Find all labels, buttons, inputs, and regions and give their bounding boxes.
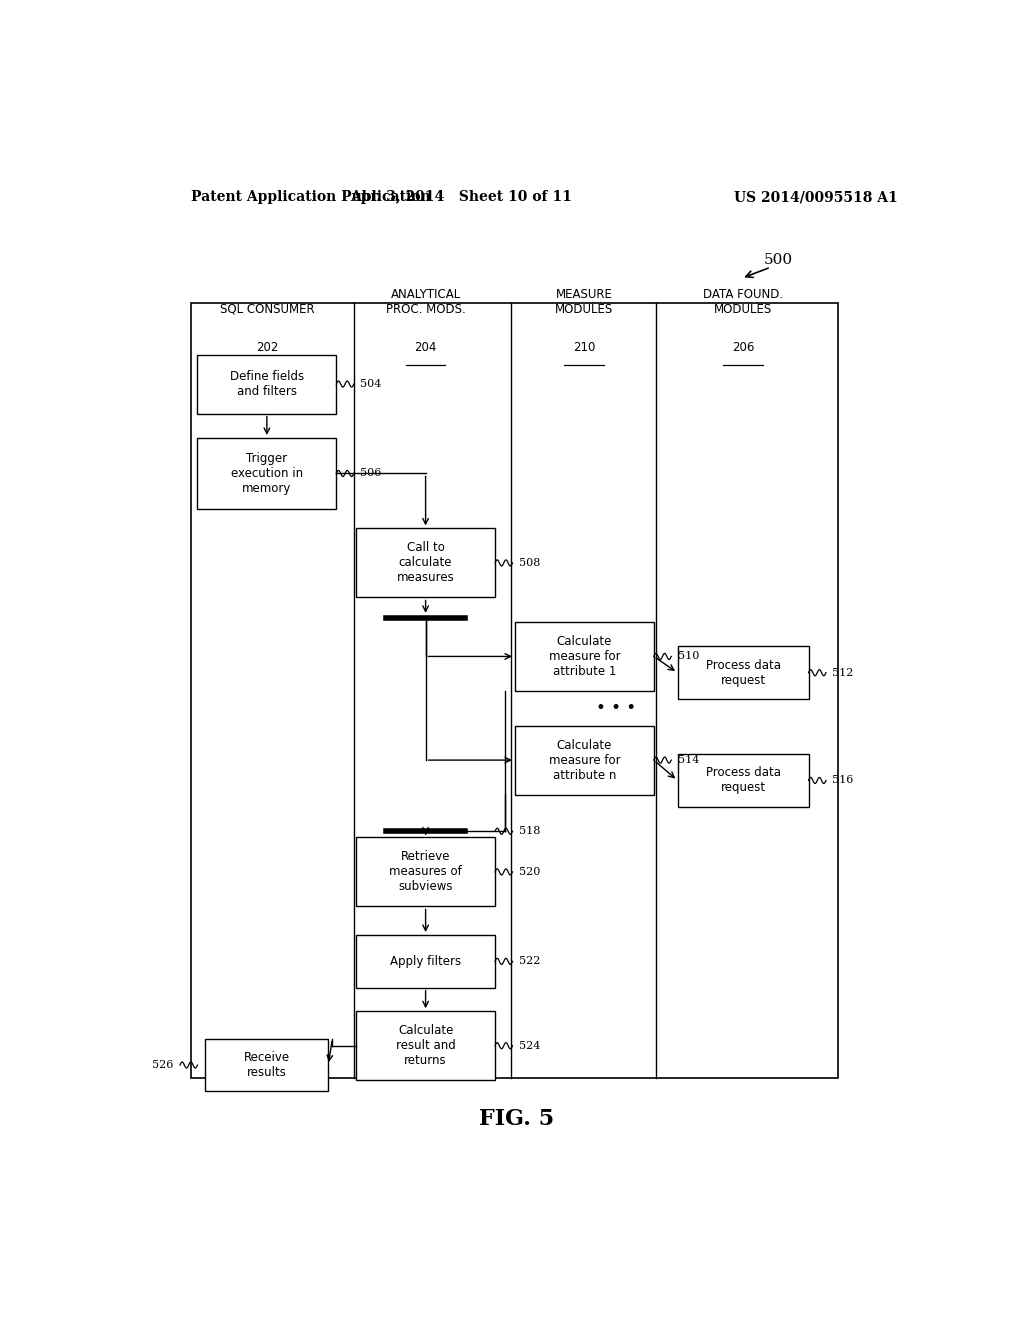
FancyBboxPatch shape [198, 438, 336, 510]
Text: Calculate
measure for
attribute n: Calculate measure for attribute n [549, 739, 621, 781]
FancyBboxPatch shape [206, 1039, 329, 1092]
Text: Calculate
result and
returns: Calculate result and returns [395, 1024, 456, 1067]
Text: 202: 202 [256, 342, 279, 354]
Text: 514: 514 [678, 755, 699, 766]
Text: ANALYTICAL
PROC. MODS.: ANALYTICAL PROC. MODS. [386, 288, 466, 315]
Text: Trigger
execution in
memory: Trigger execution in memory [230, 451, 303, 495]
Text: 522: 522 [519, 957, 541, 966]
Text: 524: 524 [519, 1040, 541, 1051]
Text: 508: 508 [519, 558, 541, 568]
Text: Patent Application Publication: Patent Application Publication [191, 190, 431, 205]
FancyBboxPatch shape [515, 622, 653, 690]
FancyBboxPatch shape [356, 837, 495, 907]
Text: 518: 518 [519, 826, 541, 837]
Text: MEASURE
MODULES: MEASURE MODULES [555, 288, 613, 315]
Text: Call to
calculate
measures: Call to calculate measures [396, 541, 455, 585]
Text: FIG. 5: FIG. 5 [479, 1107, 554, 1130]
FancyBboxPatch shape [678, 754, 809, 807]
Text: Apr. 3, 2014   Sheet 10 of 11: Apr. 3, 2014 Sheet 10 of 11 [350, 190, 572, 205]
FancyBboxPatch shape [515, 726, 653, 795]
Text: 510: 510 [678, 652, 699, 661]
Text: 504: 504 [360, 379, 382, 389]
Text: Apply filters: Apply filters [390, 954, 461, 968]
Text: • • •: • • • [596, 700, 636, 717]
FancyBboxPatch shape [198, 355, 336, 413]
Text: 204: 204 [415, 342, 437, 354]
FancyBboxPatch shape [678, 647, 809, 700]
Text: 210: 210 [573, 342, 596, 354]
FancyBboxPatch shape [356, 528, 495, 598]
Text: 526: 526 [153, 1060, 174, 1071]
Text: Retrieve
measures of
subviews: Retrieve measures of subviews [389, 850, 462, 894]
Text: DATA FOUND.
MODULES: DATA FOUND. MODULES [703, 288, 783, 315]
Text: SQL CONSUMER: SQL CONSUMER [219, 304, 314, 315]
Text: 500: 500 [764, 253, 794, 267]
Text: 506: 506 [360, 469, 382, 478]
Text: Receive
results: Receive results [244, 1051, 290, 1078]
Text: Define fields
and filters: Define fields and filters [229, 370, 304, 399]
Text: US 2014/0095518 A1: US 2014/0095518 A1 [734, 190, 898, 205]
Text: 206: 206 [732, 342, 755, 354]
Text: 512: 512 [833, 668, 854, 677]
Text: 520: 520 [519, 867, 541, 876]
Text: Calculate
measure for
attribute 1: Calculate measure for attribute 1 [549, 635, 621, 678]
Text: 516: 516 [833, 775, 854, 785]
Text: Process data
request: Process data request [706, 767, 780, 795]
FancyBboxPatch shape [356, 935, 495, 987]
Text: Process data
request: Process data request [706, 659, 780, 686]
FancyBboxPatch shape [356, 1011, 495, 1080]
